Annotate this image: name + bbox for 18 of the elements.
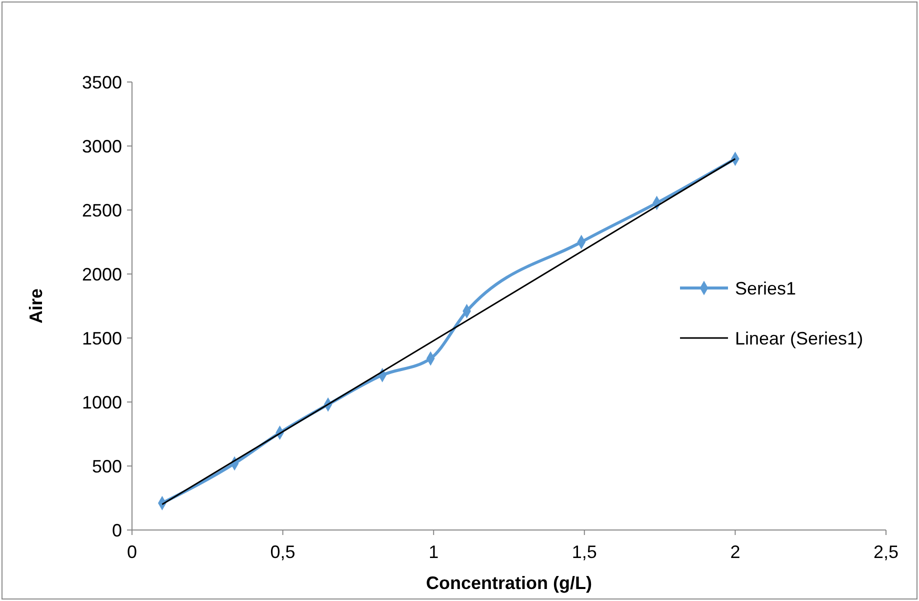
- y-tick-label: 1500: [82, 328, 122, 348]
- y-axis-title: Aire: [26, 288, 46, 324]
- y-tick-label: 2500: [82, 200, 122, 220]
- x-tick-label: 2,5: [873, 542, 899, 562]
- y-tick-label: 3500: [82, 72, 122, 92]
- y-tick-label: 2000: [82, 264, 122, 284]
- x-tick-label: 1,5: [572, 542, 597, 562]
- x-axis-title: Concentration (g/L): [426, 573, 592, 593]
- x-tick-label: 0,5: [270, 542, 296, 562]
- y-tick-label: 3000: [82, 136, 122, 156]
- legend-label: Series1: [735, 278, 796, 298]
- legend-label: Linear (Series1): [735, 328, 864, 348]
- y-tick-label: 0: [112, 520, 122, 540]
- x-tick-label: 1: [428, 542, 439, 562]
- y-tick-label: 1000: [82, 392, 122, 412]
- x-tick-label: 0: [126, 542, 138, 562]
- x-tick-label: 2: [730, 542, 740, 562]
- y-tick-label: 500: [92, 456, 122, 476]
